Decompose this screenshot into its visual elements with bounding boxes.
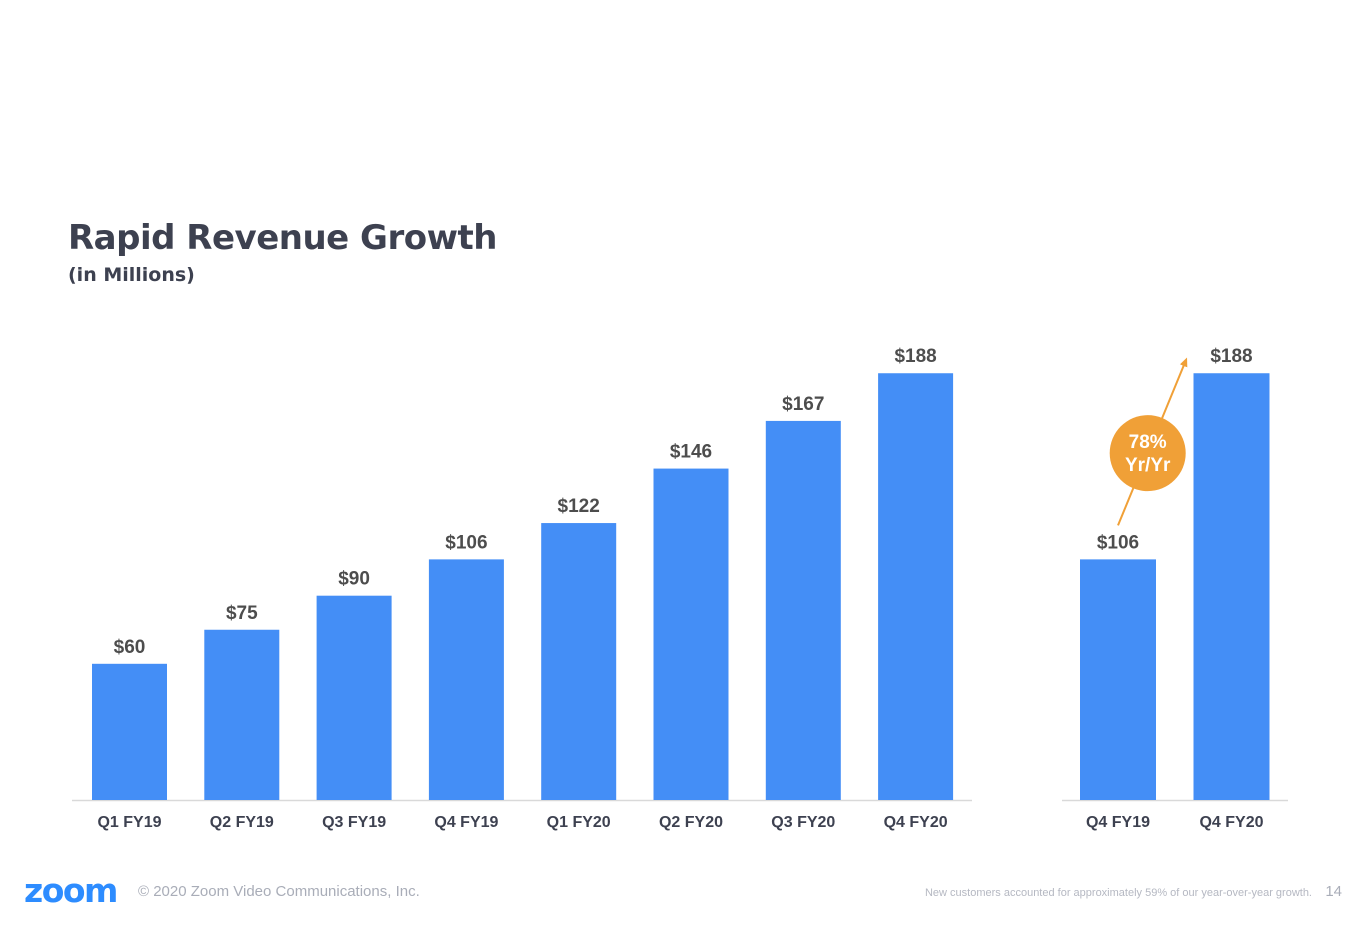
- bar-q4-fy20: [1193, 373, 1270, 800]
- x-tick-label: Q3 FY20: [771, 814, 835, 831]
- x-tick-label: Q1 FY20: [547, 814, 611, 831]
- bar-q2-fy20: [653, 468, 729, 800]
- data-label: $106: [1097, 532, 1139, 553]
- data-label: $75: [226, 603, 258, 624]
- x-tick-label: Q2 FY20: [659, 814, 723, 831]
- growth-badge-percent: 78%: [1129, 432, 1167, 453]
- x-tick-label: Q1 FY19: [97, 814, 161, 831]
- chart-subtitle: (in Millions): [68, 264, 195, 286]
- data-label: $106: [445, 532, 487, 553]
- data-label: $188: [894, 346, 936, 367]
- bar-q4-fy19: [1080, 559, 1156, 800]
- x-tick-label: Q4 FY19: [434, 814, 498, 831]
- bar-q1-fy19: [92, 663, 167, 800]
- zoom-logo: zoom: [24, 871, 118, 910]
- bar-q3-fy19: [316, 595, 392, 800]
- data-label: $167: [782, 394, 824, 415]
- growth-badge-label: Yr/Yr: [1125, 455, 1171, 476]
- growth-badge: [1109, 415, 1186, 492]
- data-label: $146: [670, 442, 712, 463]
- page-number: 14: [1325, 883, 1342, 900]
- x-tick-label: Q4 FY20: [1199, 814, 1263, 831]
- x-tick-label: Q4 FY20: [884, 814, 948, 831]
- bar-q4-fy19: [428, 559, 504, 800]
- data-label: $90: [338, 569, 370, 590]
- chart-title: Rapid Revenue Growth: [68, 218, 497, 258]
- bar-q3-fy20: [765, 420, 841, 800]
- x-tick-label: Q3 FY19: [322, 814, 386, 831]
- bar-q1-fy20: [541, 523, 617, 800]
- bar-q2-fy19: [204, 629, 280, 800]
- footnote-text: New customers accounted for approximatel…: [924, 887, 1312, 899]
- data-label: $60: [114, 637, 146, 658]
- x-tick-label: Q2 FY19: [210, 814, 274, 831]
- x-tick-label: Q4 FY19: [1086, 814, 1150, 831]
- bar-q4-fy20: [878, 373, 954, 800]
- data-label: $188: [1210, 346, 1252, 367]
- copyright-text: © 2020 Zoom Video Communications, Inc.: [138, 883, 420, 900]
- data-label: $122: [558, 496, 600, 517]
